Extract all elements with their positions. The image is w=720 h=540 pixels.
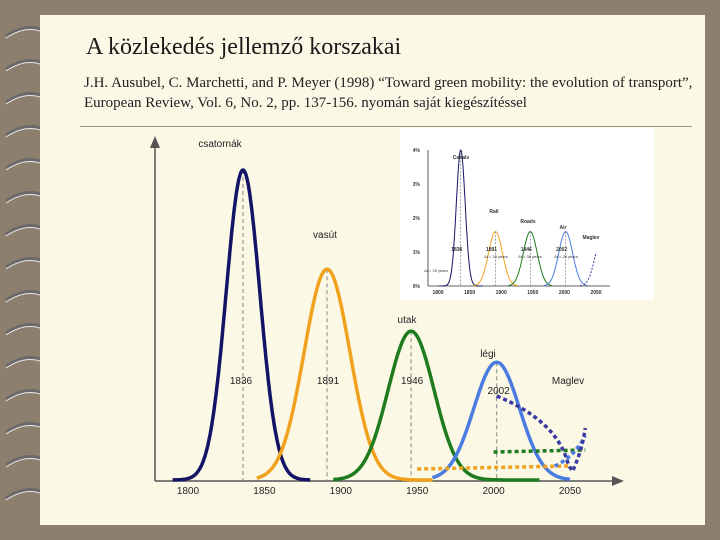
- inset-series-label: Maglev: [583, 235, 600, 241]
- inset-series-label: Canals: [453, 155, 470, 161]
- inset-x-tick: 2000: [559, 290, 570, 296]
- inset-y-tick: 1%: [413, 250, 421, 256]
- series-name-label: vasút: [313, 230, 337, 241]
- series-line: [495, 394, 574, 472]
- x-tick-label: 1800: [177, 486, 200, 497]
- peak-year-label: 1836: [230, 376, 253, 387]
- inset-width-label: Δt = 33 years: [484, 254, 508, 259]
- x-tick-label: 2050: [559, 486, 582, 497]
- series-line: [333, 329, 540, 482]
- series-line: [571, 427, 588, 471]
- inset-peak-label: 1836: [451, 247, 462, 253]
- series-name-label: Maglev: [552, 376, 584, 387]
- y-axis-arrow: [150, 136, 160, 148]
- x-tick-label: 1850: [253, 486, 276, 497]
- divider: [80, 126, 692, 127]
- inset-width-label: Δt = 26 years: [424, 268, 448, 273]
- series-name-label: csatornák: [198, 139, 242, 150]
- inset-y-tick: 4%: [413, 148, 421, 154]
- series-line: [431, 360, 571, 482]
- peak-year-label: 1946: [401, 376, 424, 387]
- inset-x-tick: 1950: [527, 290, 538, 296]
- peak-year-label: 2002: [488, 386, 511, 397]
- inset-series-label: Air: [560, 225, 567, 231]
- series-tail: [417, 464, 571, 471]
- series-tail: [493, 448, 586, 454]
- inset-background: [400, 128, 654, 300]
- x-tick-label: 1950: [406, 486, 429, 497]
- series-name-label: utak: [398, 315, 418, 326]
- x-tick-label: 2000: [482, 486, 505, 497]
- page-title: A közlekedés jellemző korszakai: [86, 34, 402, 60]
- x-axis-arrow: [612, 476, 624, 486]
- inset-x-tick: 1800: [432, 290, 443, 296]
- inset-peak-label: 2002: [556, 247, 567, 253]
- series-line: [172, 168, 311, 482]
- inset-y-tick: 3%: [413, 182, 421, 188]
- inset-y-tick: 0%: [413, 284, 421, 290]
- inset-x-tick: 1850: [464, 290, 475, 296]
- inset-width-label: Δt = 36 years: [518, 254, 542, 259]
- inset-series-label: Rail: [489, 209, 499, 215]
- inset-x-tick: 2050: [590, 290, 601, 296]
- inset-chart: 4% 3% 2% 1% 0% 1800 1850 1900 1950 2000 2050 Canals…: [400, 128, 654, 300]
- inset-width-label: Δt = 28 years: [554, 254, 578, 259]
- inset-series-label: Roads: [520, 219, 536, 225]
- peak-year-label: 1891: [317, 376, 340, 387]
- inset-x-tick: 1900: [496, 290, 507, 296]
- inset-peak-label: 1946: [521, 247, 532, 253]
- series-name-label: légi: [480, 349, 496, 360]
- inset-peak-label: 1891: [486, 247, 497, 253]
- citation-text: J.H. Ausubel, C. Marchetti, and P. Meyer…: [84, 75, 693, 111]
- inset-y-tick: 2%: [413, 216, 421, 222]
- series-line: [256, 267, 433, 482]
- series-tail: [553, 435, 587, 468]
- x-tick-label: 1900: [330, 486, 353, 497]
